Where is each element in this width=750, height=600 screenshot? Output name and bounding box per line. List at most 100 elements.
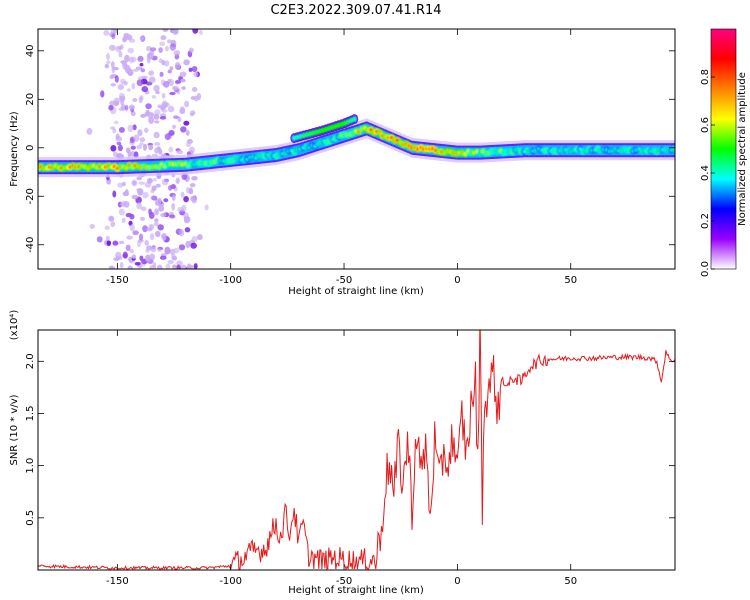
noise-blob [161, 109, 168, 113]
noise-blob [191, 235, 198, 243]
noise-blob [171, 203, 176, 211]
noise-blob [145, 254, 151, 262]
noise-blob [124, 54, 130, 63]
noise-blob [171, 29, 177, 34]
noise-blob [149, 265, 157, 269]
x-tick-label: 50 [564, 275, 577, 286]
snr-ticks: -150 -100 -50 0 50 0.5 1.0 1.5 2.0 [25, 330, 675, 587]
noise-blob [188, 187, 193, 194]
noise-blob [181, 86, 186, 90]
snr-y-tick-label: 1.0 [25, 458, 36, 474]
noise-blob [154, 109, 161, 115]
spectrogram-frame [37, 28, 676, 270]
noise-blob [113, 120, 119, 125]
noise-blob [133, 151, 139, 158]
spectrogram-ticks: -150 -100 -50 0 50 -40 -20 0 20 40 [25, 29, 675, 286]
noise-blob [157, 224, 164, 231]
snr-x-axis-label: Height of straight line (km) [288, 585, 424, 596]
noise-blob [181, 204, 187, 213]
branch-blob [352, 116, 357, 122]
noise-blob [113, 29, 118, 34]
noise-blob [188, 67, 193, 72]
noise-blob [132, 230, 139, 236]
noise-blob [89, 223, 95, 229]
noise-blob [157, 264, 163, 269]
noise-blob [119, 262, 124, 269]
noise-blob [171, 194, 176, 201]
noise-blob [138, 181, 146, 185]
noise-blob [108, 265, 113, 269]
noise-blob [127, 68, 134, 76]
noise-blob [125, 244, 131, 252]
noise-blob [106, 240, 112, 247]
ridge-peak [672, 147, 675, 152]
noise-blob [190, 195, 196, 202]
noise-blob [137, 239, 144, 243]
noise-blob [141, 75, 148, 80]
noise-blob [105, 235, 110, 241]
noise-blob [163, 80, 170, 88]
noise-blob [170, 184, 176, 190]
noise-blob [183, 212, 189, 221]
noise-blob [148, 76, 156, 84]
noise-blob [180, 191, 185, 198]
noise-blob [163, 60, 170, 67]
y-tick-label: -20 [25, 188, 36, 204]
noise-blob [132, 180, 137, 186]
noise-blob [135, 66, 143, 70]
noise-blob [173, 247, 180, 254]
noise-blob [110, 145, 117, 152]
noise-blob [153, 84, 160, 92]
noise-blob [176, 149, 184, 155]
noise-blob [157, 248, 162, 252]
noise-blob [120, 201, 127, 207]
colorbar-gradient [710, 28, 737, 270]
noise-blob [191, 65, 198, 73]
x-tick-label: 0 [454, 275, 460, 286]
noise-blob [117, 84, 125, 91]
noise-blob [134, 261, 141, 266]
noise-blob [191, 176, 198, 181]
noise-blob [124, 189, 129, 195]
noise-blob [167, 259, 174, 265]
noise-blob [104, 225, 110, 230]
noise-blob [113, 257, 120, 262]
noise-blob [105, 52, 111, 61]
noise-blob [112, 151, 118, 157]
noise-blob [168, 146, 174, 153]
noise-blob [109, 74, 114, 80]
noise-blob [148, 211, 155, 220]
noise-blob [115, 133, 120, 140]
noise-blob [161, 102, 167, 110]
noise-blob [172, 124, 176, 129]
noise-blob [167, 105, 175, 113]
noise-blob [136, 176, 143, 181]
y-tick-label: 20 [25, 93, 36, 106]
x-tick-label: -50 [336, 275, 352, 286]
spectrogram-panel: -150 -100 -50 0 50 -40 -20 0 20 40 Height of stra… [9, 28, 676, 297]
noise-blob [160, 212, 167, 218]
noise-blob [156, 146, 161, 151]
noise-blob [160, 35, 167, 41]
noise-blob [131, 194, 138, 200]
snr-x-tick-label: -100 [219, 576, 242, 587]
noise-blob [110, 61, 115, 69]
noise-blob [139, 142, 144, 146]
noise-blob [146, 45, 152, 52]
colorbar-tick-label: 0.8 [700, 69, 711, 85]
noise-blob [171, 255, 178, 261]
noise-blob [136, 201, 143, 210]
noise-blob [118, 51, 123, 58]
noise-blob [127, 124, 134, 133]
noise-blob [169, 66, 174, 71]
snr-x-tick-label: 50 [564, 576, 577, 587]
noise-blob [117, 182, 124, 188]
noise-blob [146, 177, 153, 184]
noise-blob [154, 198, 162, 207]
noise-blob [150, 195, 157, 201]
colorbar-tick-label: 0.0 [700, 261, 711, 277]
noise-blob [151, 95, 157, 99]
noise-blob [137, 76, 143, 80]
noise-blob [158, 47, 163, 54]
noise-blob [121, 217, 126, 223]
